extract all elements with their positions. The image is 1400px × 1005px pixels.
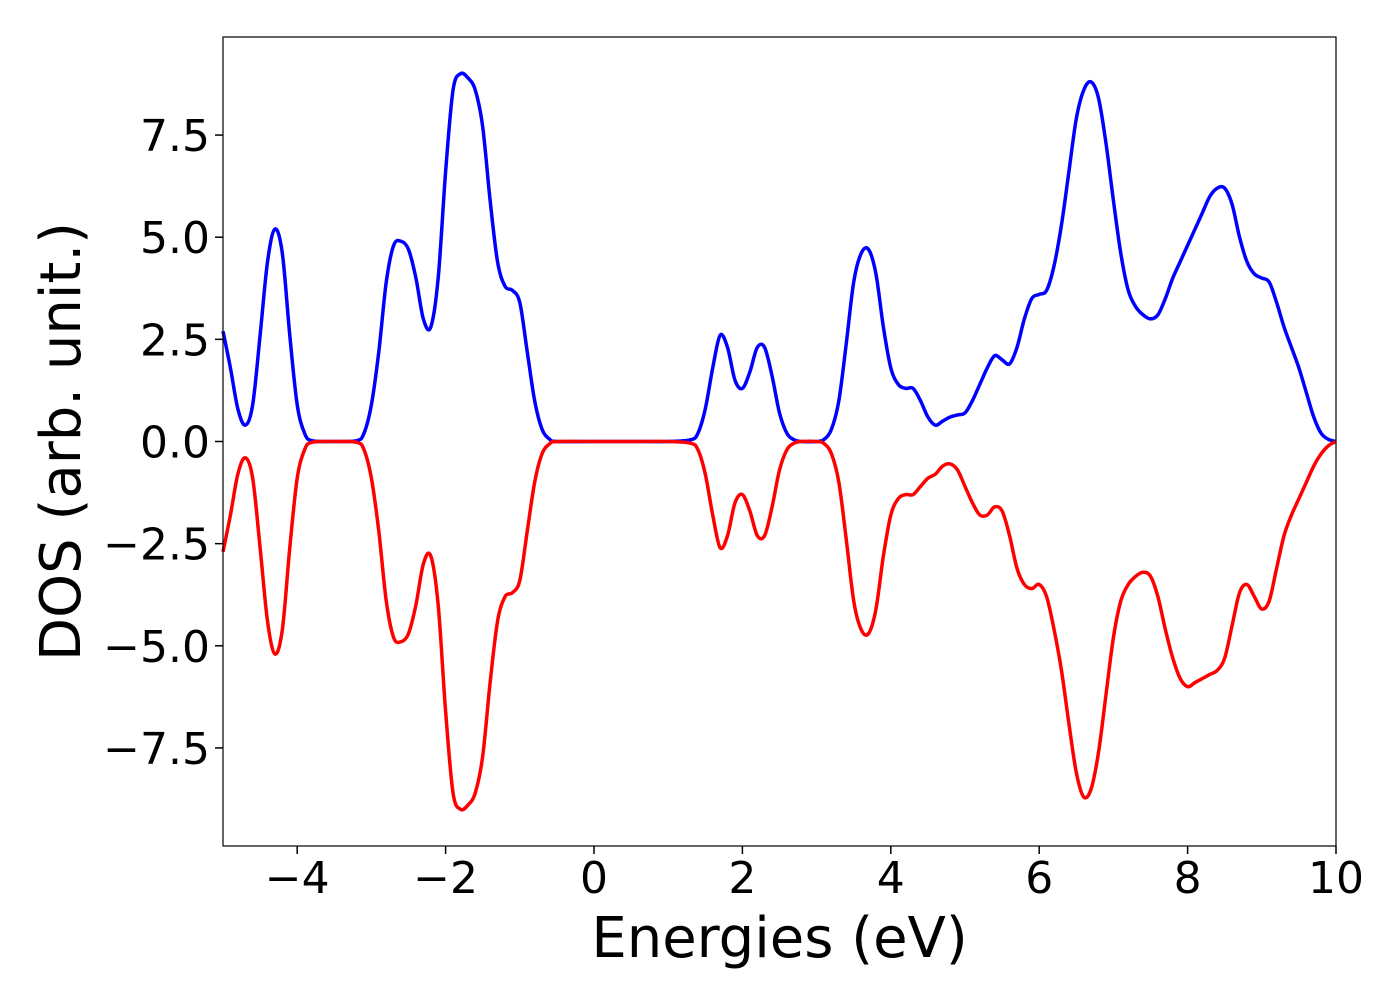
y-tick-label: −2.5 (103, 520, 210, 571)
y-tick-label: −7.5 (103, 724, 210, 775)
y-axis-ticks: −7.5 −5.0 −2.5 0.0 2.5 5.0 7.5 (103, 111, 223, 775)
x-axis-label: Energies (eV) (591, 906, 967, 971)
x-tick-label: 6 (1025, 853, 1053, 904)
y-axis-label: DOS (arb. unit.) (29, 222, 94, 661)
x-tick-label: 4 (877, 853, 905, 904)
y-tick-label: 0.0 (140, 418, 210, 469)
series-line-red (221, 439, 1337, 812)
x-axis-ticks: −4 −2 0 2 4 6 8 10 (265, 846, 1364, 904)
x-tick-label: 2 (728, 853, 756, 904)
x-tick-label: 8 (1174, 853, 1202, 904)
y-tick-label: 2.5 (140, 315, 210, 366)
series-line-blue (221, 71, 1337, 444)
x-tick-label: 10 (1308, 853, 1364, 904)
y-tick-label: 5.0 (140, 213, 210, 264)
x-tick-label: −2 (413, 853, 478, 904)
y-tick-label: −5.0 (103, 622, 210, 673)
x-tick-label: −4 (265, 853, 330, 904)
x-tick-label: 0 (580, 853, 608, 904)
y-tick-label: 7.5 (140, 111, 210, 162)
series-layer (221, 71, 1337, 812)
